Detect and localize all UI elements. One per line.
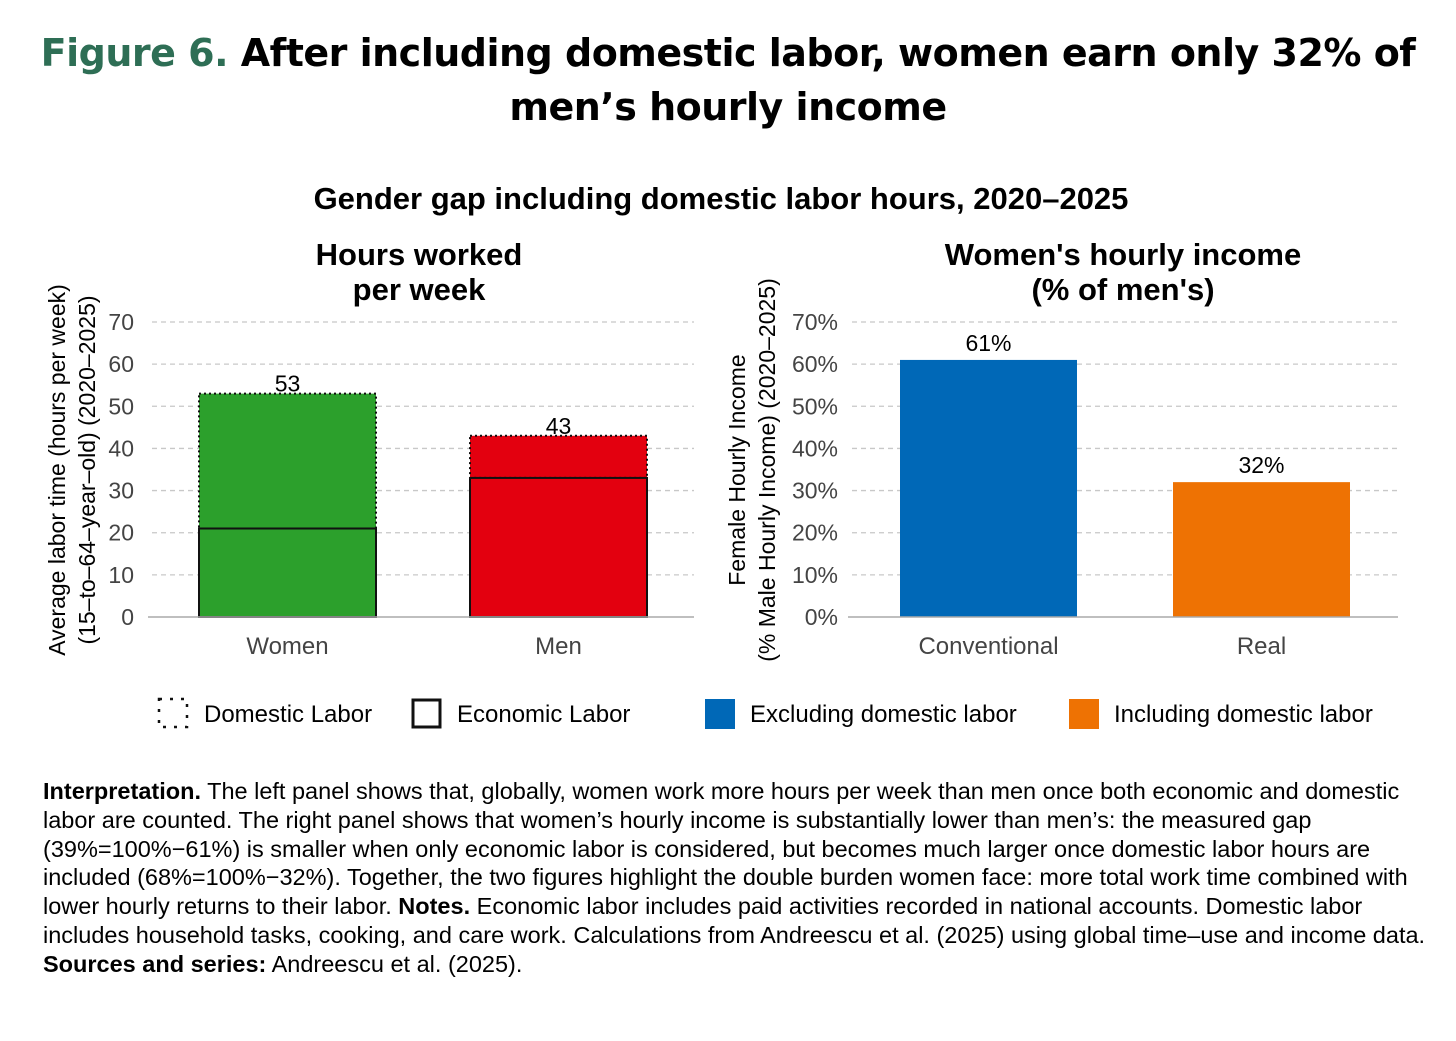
- bar: [1173, 482, 1350, 617]
- x-tick-label: Real: [1237, 633, 1286, 660]
- bar-value-label: 61%: [965, 330, 1011, 356]
- x-tick-label: Conventional: [918, 633, 1058, 660]
- x-tick-label: Men: [535, 633, 582, 660]
- y-tick-label: 20%: [792, 520, 838, 546]
- y-axis-label: Average labor time (hours per week): [44, 284, 70, 656]
- y-tick-label: 70%: [792, 309, 838, 335]
- bar-value-label: 32%: [1238, 452, 1284, 478]
- y-tick-label: 50%: [792, 393, 838, 419]
- y-tick-label: 70: [108, 309, 134, 335]
- y-axis-label: Female Hourly Income: [724, 354, 750, 585]
- figure-label: Figure 6.: [40, 31, 229, 75]
- legend-swatch-excluding: [705, 699, 735, 729]
- notes-text: Economic labor includes paid activities …: [43, 893, 1426, 948]
- figure-title-text: After including domestic labor, women ea…: [240, 31, 1416, 129]
- legend-swatch-economic: [411, 698, 442, 729]
- interpretation-label: Interpretation.: [43, 778, 201, 804]
- y-tick-label: 0: [121, 604, 134, 630]
- chart-suptitle: Gender gap including domestic labor hour…: [314, 181, 1129, 216]
- y-tick-label: 10%: [792, 562, 838, 588]
- bar-value-label: 53: [275, 371, 301, 397]
- bar-domestic-labor: [198, 392, 377, 530]
- y-tick-label: 60: [108, 351, 134, 377]
- legend-label-domestic: Domestic Labor: [204, 701, 372, 728]
- y-tick-label: 0%: [805, 604, 838, 630]
- y-tick-label: 40%: [792, 435, 838, 461]
- interpretation-text: The left panel shows that, globally, wom…: [43, 778, 1408, 920]
- notes-label: Notes.: [398, 893, 471, 920]
- notes-block: Interpretation. The left panel shows tha…: [43, 777, 1433, 979]
- bar-domestic-labor: [469, 434, 648, 479]
- y-tick-label: 20: [108, 520, 134, 546]
- panel-title-line: per week: [353, 272, 486, 307]
- bar: [900, 359, 1077, 617]
- y-tick-label: 60%: [792, 351, 838, 377]
- sources-text: Andreescu et al. (2025).: [266, 950, 523, 977]
- y-tick-label: 30%: [792, 478, 838, 504]
- y-tick-label: 30: [108, 478, 134, 504]
- panel-title-line: Hours worked: [316, 237, 523, 272]
- y-axis-label: (% Male Hourly Income) (2020–2025): [754, 278, 780, 662]
- legend-swatch-including: [1069, 699, 1099, 729]
- y-axis-label: (15–to–64–year–old) (2020–2025): [74, 295, 100, 644]
- panel-title-line: (% of men's): [1031, 272, 1214, 307]
- bar-economic-labor: [198, 527, 377, 618]
- legend-label-economic: Economic Labor: [457, 701, 630, 728]
- chart-area: Gender gap including domestic labor hour…: [44, 181, 1398, 729]
- panel-title-line: Women's hourly income: [945, 237, 1301, 272]
- x-tick-label: Women: [246, 633, 328, 660]
- y-tick-label: 10: [108, 562, 134, 588]
- bar-value-label: 43: [546, 413, 572, 439]
- sources-label: Sources and series:: [43, 950, 267, 977]
- legend-label-excluding: Excluding domestic labor: [750, 701, 1017, 728]
- legend-label-including: Including domestic labor: [1114, 701, 1373, 728]
- figure-title: Figure 6. After including domestic labor…: [0, 26, 1456, 134]
- y-tick-label: 50: [108, 393, 134, 419]
- legend-swatch-domestic: [157, 697, 189, 729]
- bar-economic-labor: [469, 476, 648, 618]
- y-tick-label: 40: [108, 435, 134, 461]
